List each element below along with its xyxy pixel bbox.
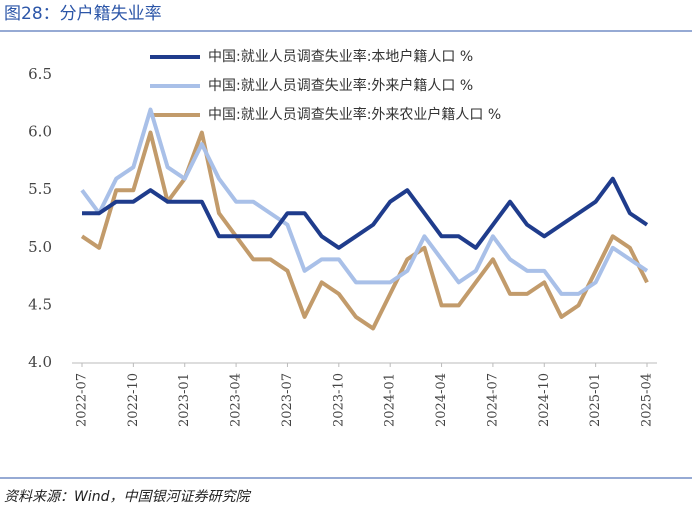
x-tick-label: 2023-04 — [229, 373, 244, 427]
series-line — [82, 176, 649, 250]
y-tick-label: 4.5 — [28, 295, 52, 313]
y-tick-label: 5.0 — [28, 238, 52, 256]
x-tick-label: 2024-04 — [434, 373, 449, 427]
series-line — [80, 130, 649, 331]
x-tick-label: 2024-10 — [537, 373, 552, 427]
legend-label: 中国:就业人员调查失业率:外来户籍人口 % — [208, 77, 473, 94]
series-line — [80, 107, 649, 296]
x-tick-label: 2023-01 — [177, 373, 192, 427]
x-tick-label: 2025-04 — [640, 373, 655, 427]
legend-label: 中国:就业人员调查失业率:外来农业户籍人口 % — [208, 106, 501, 123]
x-tick-label: 2022-10 — [126, 373, 141, 427]
x-tick-label: 2022-07 — [75, 373, 90, 427]
x-tick-label: 2025-01 — [588, 373, 603, 427]
y-tick-label: 4.0 — [28, 353, 52, 371]
x-tick-label: 2023-10 — [331, 373, 346, 427]
legend-label: 中国:就业人员调查失业率:本地户籍人口 % — [208, 48, 473, 65]
x-tick-label: 2023-07 — [280, 373, 295, 427]
source: 资料来源：Wind，中国银河证券研究院 — [4, 489, 251, 505]
chart-title: 图28：分户籍失业率 — [4, 4, 162, 24]
y-tick-label: 6.5 — [28, 65, 52, 83]
x-tick-label: 2024-01 — [383, 373, 398, 427]
x-tick-label: 2024-07 — [485, 373, 500, 427]
y-tick-label: 6.0 — [28, 123, 52, 141]
y-tick-label: 5.5 — [28, 180, 52, 198]
